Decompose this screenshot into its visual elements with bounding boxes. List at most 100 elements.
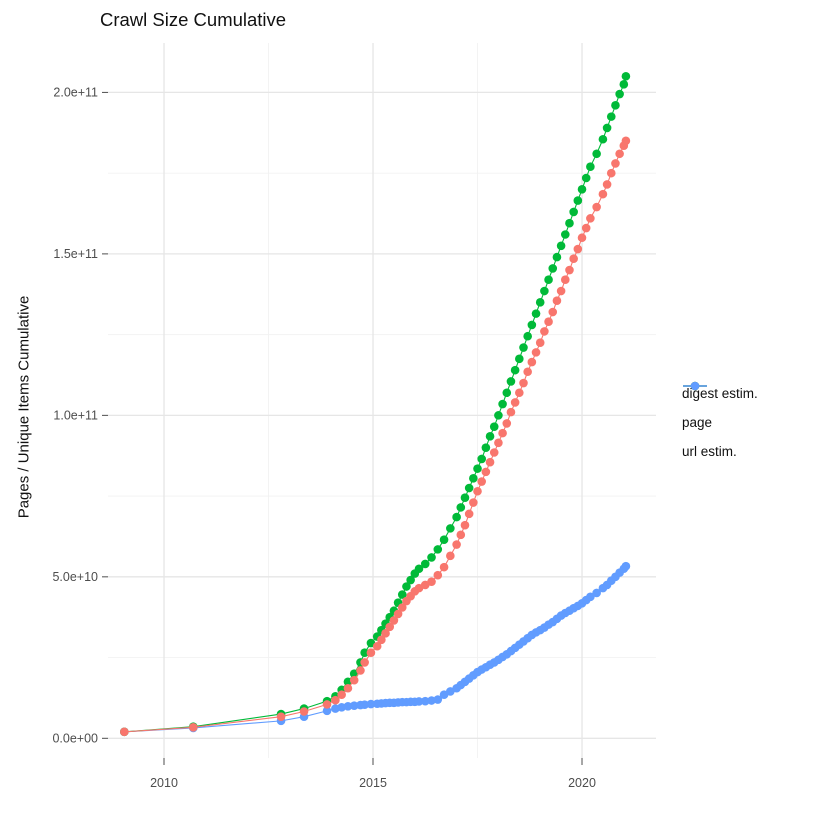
data-point [485, 457, 495, 467]
data-point [366, 699, 376, 709]
data-point [565, 218, 574, 228]
x-tick-label: 2010 [150, 776, 178, 790]
data-point [360, 648, 369, 658]
data-point [519, 343, 528, 352]
data-point [598, 134, 608, 144]
data-point [446, 551, 455, 561]
data-point [477, 477, 486, 486]
data-point [515, 354, 524, 364]
data-point [586, 592, 595, 602]
data-point [611, 159, 620, 168]
data-point [452, 540, 461, 549]
data-point [548, 264, 558, 273]
data-point [389, 616, 399, 625]
data-point [331, 695, 340, 705]
data-point [120, 727, 129, 737]
data-point [621, 561, 631, 571]
data-point [381, 629, 390, 638]
data-point [552, 252, 562, 262]
y-tick-label: 1.0e+11 [53, 409, 98, 423]
data-point [615, 149, 624, 159]
data-point [377, 635, 386, 645]
data-point [420, 696, 430, 706]
chart-title: Crawl Size Cumulative [100, 9, 287, 30]
data-point [460, 520, 470, 530]
data-point [552, 296, 562, 306]
data-point [343, 702, 353, 711]
data-point [433, 545, 443, 554]
data-point [299, 707, 309, 716]
data-point [515, 388, 524, 398]
data-point [433, 695, 443, 704]
data-point [544, 317, 553, 327]
data-point [489, 448, 499, 457]
data-point [464, 509, 474, 519]
data-point [577, 184, 587, 194]
data-point [592, 588, 601, 598]
data-point [606, 168, 616, 178]
data-point [485, 432, 495, 441]
data-point [592, 149, 601, 159]
data-point [569, 207, 578, 217]
data-point [544, 275, 553, 285]
data-point [502, 419, 512, 428]
data-point [581, 223, 591, 233]
data-point [494, 438, 503, 448]
data-point [510, 398, 520, 407]
data-point [473, 464, 482, 473]
data-point [356, 666, 365, 675]
data-point [406, 575, 415, 585]
data-point [456, 503, 466, 512]
data-point [548, 307, 558, 317]
data-point [540, 286, 549, 296]
data-point [469, 474, 478, 483]
data-point [556, 286, 566, 296]
data-point [606, 112, 616, 121]
data-point [397, 590, 407, 599]
data-point [489, 422, 499, 431]
legend: digest estim. page url estim. [682, 379, 758, 466]
data-point [322, 700, 332, 709]
data-point [519, 378, 528, 388]
y-tick-label: 0.0e+00 [52, 732, 98, 746]
data-point [498, 399, 507, 409]
data-point [602, 123, 612, 133]
data-point [414, 564, 424, 574]
data-point [506, 377, 516, 386]
data-point [481, 467, 491, 477]
x-tick-label: 2020 [568, 776, 596, 790]
data-point [469, 498, 478, 507]
data-point [619, 80, 629, 89]
data-point [581, 173, 591, 183]
data-point [439, 562, 449, 572]
data-point [464, 483, 474, 493]
data-point [393, 609, 403, 619]
legend-item-label: url estim. [682, 444, 737, 459]
data-point [397, 603, 407, 612]
legend-item-label: page [682, 415, 713, 430]
data-point [602, 180, 612, 189]
data-point [433, 570, 443, 580]
y-tick-label: 5.0e+10 [52, 570, 98, 584]
legend-item-label: digest estim. [682, 386, 758, 401]
data-point [360, 700, 369, 710]
data-point [531, 348, 541, 357]
data-point [337, 690, 346, 700]
legend-item: page [682, 381, 758, 437]
data-point [569, 254, 578, 264]
data-point [360, 658, 369, 667]
data-point [349, 701, 359, 710]
data-point [446, 524, 455, 533]
data-point [535, 338, 545, 347]
y-tick-label: 1.5e+11 [53, 247, 98, 261]
data-point [498, 428, 507, 438]
data-point [527, 357, 537, 367]
legend-key-icon [683, 381, 707, 391]
data-point [540, 327, 549, 336]
data-point [502, 388, 512, 398]
data-point [573, 244, 583, 254]
data-point [385, 622, 395, 632]
data-point [427, 553, 436, 562]
